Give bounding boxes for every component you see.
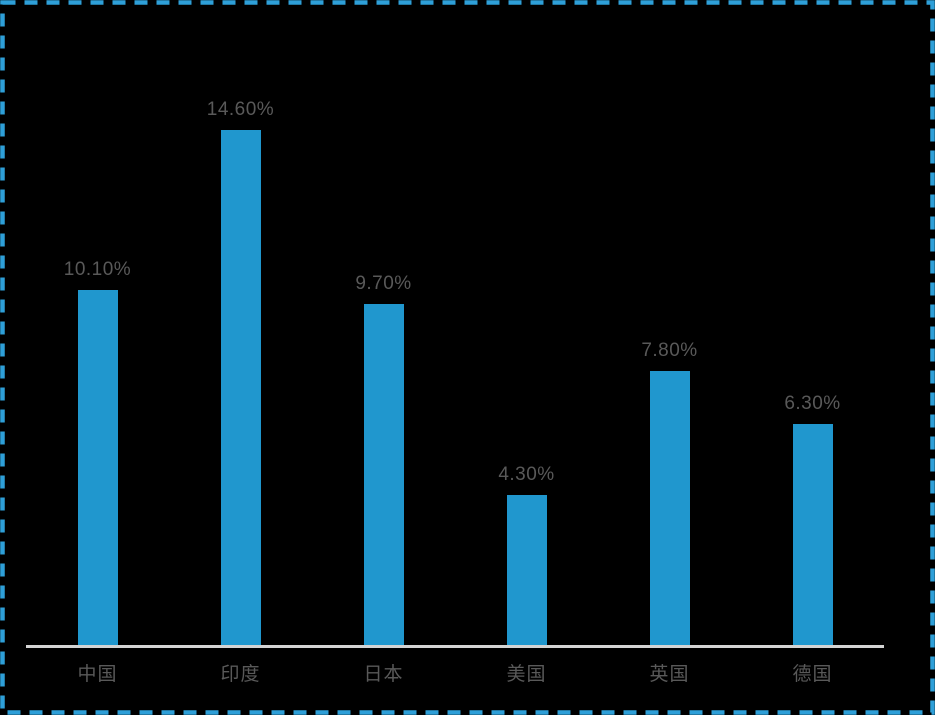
- bar-value-label: 4.30%: [498, 464, 555, 486]
- bar-美国: [506, 495, 547, 648]
- bar-印度: [220, 130, 261, 648]
- bar-value-label: 7.80%: [641, 340, 698, 362]
- category-label-中国: 中国: [77, 664, 118, 685]
- category-label-德国: 德国: [792, 664, 833, 685]
- category-label-英国: 英国: [649, 664, 690, 685]
- bar-德国: [792, 424, 833, 648]
- category-label-印度: 印度: [220, 664, 261, 685]
- bar-日本: [363, 303, 404, 648]
- bar-value-label: 10.10%: [63, 258, 132, 280]
- x-axis-line: [26, 645, 884, 648]
- bar-value-label: 9.70%: [355, 272, 412, 294]
- category-label-日本: 日本: [363, 664, 404, 685]
- bar-中国: [77, 289, 118, 648]
- category-label-美国: 美国: [506, 664, 547, 685]
- bar-value-label: 14.60%: [206, 99, 275, 120]
- bar-英国: [649, 371, 690, 648]
- bar-value-label: 6.30%: [784, 393, 841, 415]
